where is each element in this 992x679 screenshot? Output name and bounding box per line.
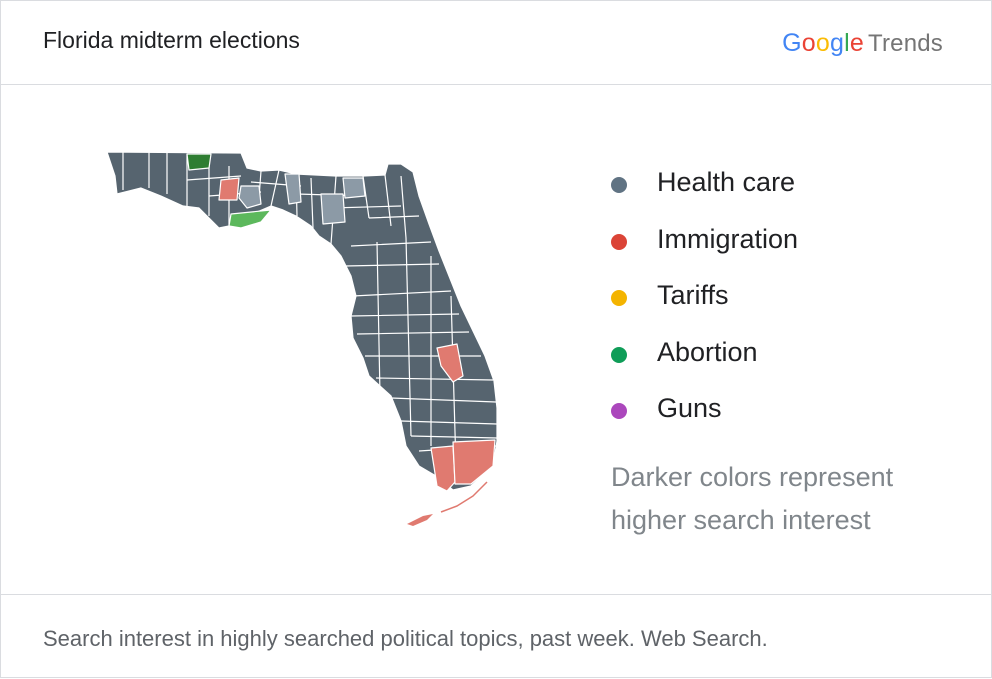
map-region-keys-chain — [440, 481, 488, 513]
trends-wordmark: Trends — [867, 30, 943, 57]
legend-dot-icon — [611, 290, 627, 306]
legend-label: Health care — [657, 167, 796, 197]
map-region-abortion-light — [228, 209, 272, 229]
map-region-keys — [407, 514, 433, 526]
map-region-immigration-2 — [436, 343, 464, 383]
google-wordmark: Google — [782, 29, 864, 57]
map-region-state — [106, 151, 498, 491]
map-region-light-3 — [320, 193, 346, 225]
map-region-light-1 — [238, 185, 262, 209]
map-region-immigration-3 — [430, 445, 456, 492]
footer-caption: Search interest in highly searched polit… — [43, 626, 768, 651]
florida-county-map — [106, 151, 498, 526]
map-region-light-2 — [284, 173, 302, 205]
legend-label: Guns — [657, 393, 722, 423]
legend-note: Darker colors represent higher search in… — [611, 462, 894, 535]
legend-dot-icon — [611, 403, 627, 419]
map-region-immigration-1 — [218, 177, 240, 201]
map-region-light-4 — [342, 177, 366, 199]
google-trends-logo: Google Trends — [782, 29, 943, 58]
map-region-immigration-4 — [452, 439, 496, 485]
card-header: Florida midterm elections Google Trends — [1, 1, 991, 85]
legend-label: Tariffs — [657, 280, 729, 310]
legend-dot-icon — [611, 177, 627, 193]
legend-dot-icon — [611, 346, 627, 363]
legend-dot-icon — [611, 233, 627, 250]
card-title: Florida midterm elections — [43, 27, 300, 53]
card-footer: Search interest in highly searched polit… — [1, 594, 991, 679]
map-region-abortion-dark — [186, 153, 212, 171]
legend-label: Abortion — [657, 336, 758, 367]
legend-label: Immigration — [657, 223, 799, 254]
